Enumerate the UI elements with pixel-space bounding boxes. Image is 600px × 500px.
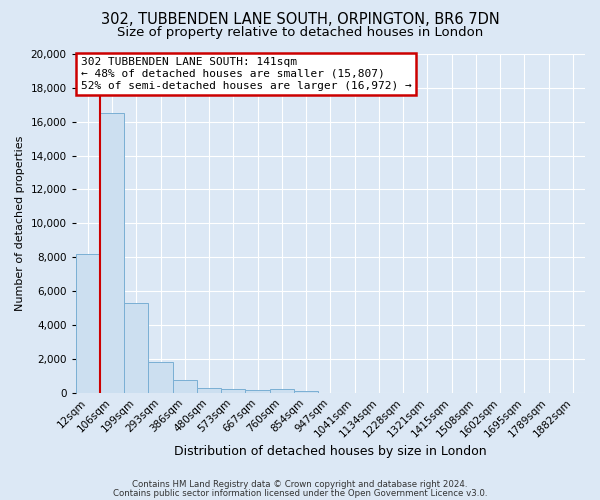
Bar — [245, 390, 270, 392]
Bar — [294, 391, 318, 392]
Bar — [270, 389, 294, 392]
Bar — [221, 389, 245, 392]
Bar — [148, 362, 173, 392]
Text: Contains public sector information licensed under the Open Government Licence v3: Contains public sector information licen… — [113, 490, 487, 498]
X-axis label: Distribution of detached houses by size in London: Distribution of detached houses by size … — [174, 444, 487, 458]
Text: Contains HM Land Registry data © Crown copyright and database right 2024.: Contains HM Land Registry data © Crown c… — [132, 480, 468, 489]
Text: Size of property relative to detached houses in London: Size of property relative to detached ho… — [117, 26, 483, 39]
Bar — [76, 254, 100, 392]
Bar — [197, 388, 221, 392]
Bar — [124, 303, 148, 392]
Text: 302, TUBBENDEN LANE SOUTH, ORPINGTON, BR6 7DN: 302, TUBBENDEN LANE SOUTH, ORPINGTON, BR… — [101, 12, 499, 28]
Bar — [100, 113, 124, 392]
Bar — [173, 380, 197, 392]
Y-axis label: Number of detached properties: Number of detached properties — [15, 136, 25, 311]
Text: 302 TUBBENDEN LANE SOUTH: 141sqm
← 48% of detached houses are smaller (15,807)
5: 302 TUBBENDEN LANE SOUTH: 141sqm ← 48% o… — [81, 58, 412, 90]
